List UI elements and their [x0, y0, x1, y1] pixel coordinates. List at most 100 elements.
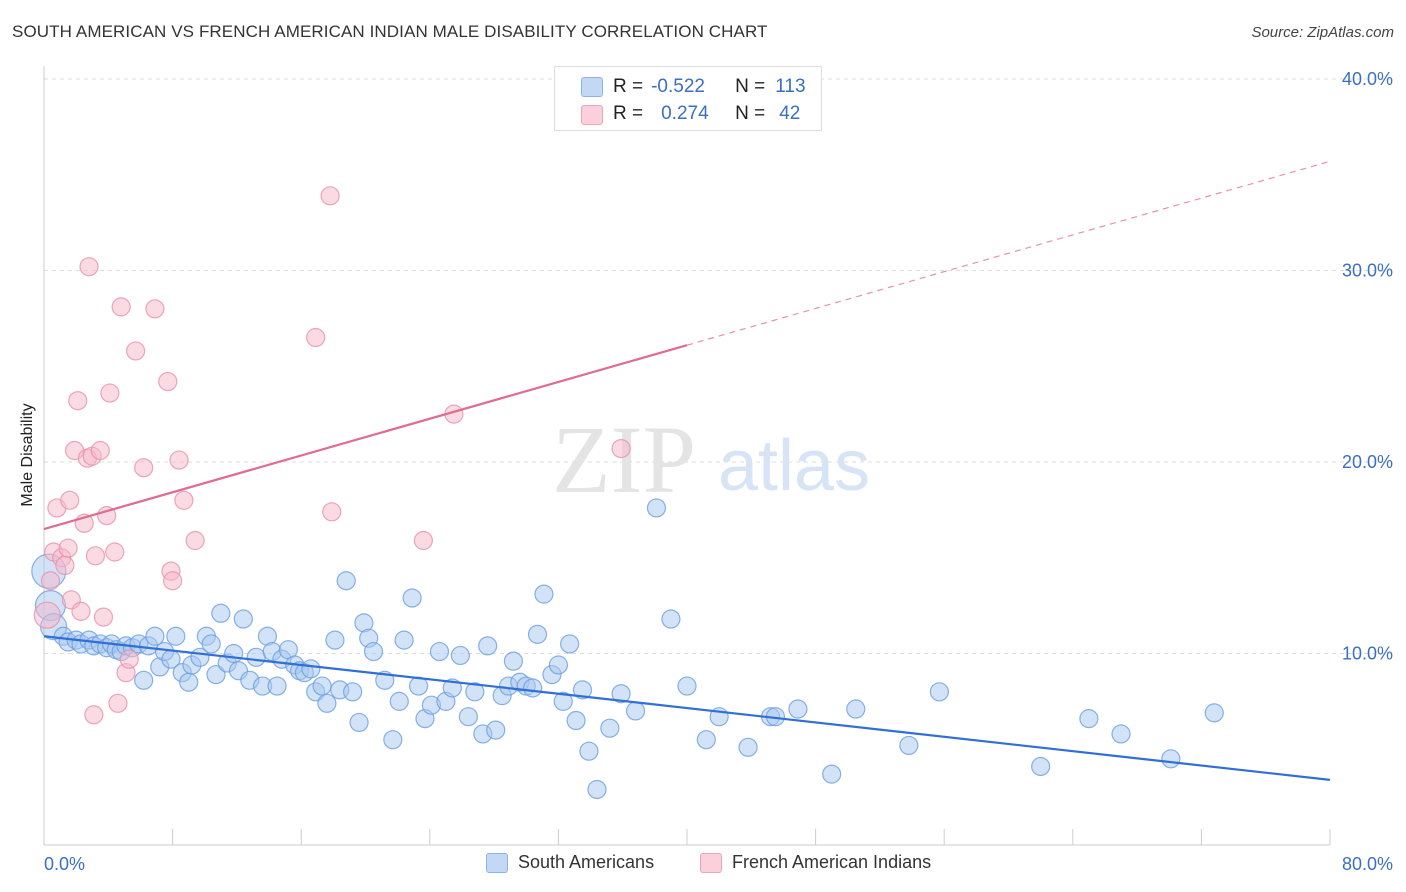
data-point — [534, 584, 554, 604]
legend-n-label: N = — [735, 76, 766, 97]
data-point — [1031, 756, 1051, 777]
series-south-americans — [31, 498, 1224, 800]
legend-row-french-american-indians: R = 0.274 N = 42 — [613, 102, 800, 126]
legend-n-value: 113 — [775, 76, 806, 97]
data-point — [611, 438, 631, 459]
data-point — [503, 651, 523, 671]
data-point — [661, 609, 681, 629]
legend-r-value: -0.522 — [651, 76, 705, 97]
data-point — [126, 341, 146, 361]
data-point — [100, 383, 120, 403]
data-point — [402, 588, 422, 608]
data-point — [169, 450, 189, 470]
trend-line-south-americans — [43, 635, 1331, 781]
bottom-legend-label: French American Indians — [732, 852, 932, 872]
data-point — [97, 506, 117, 526]
data-point — [343, 682, 363, 702]
legend-n-value: 42 — [779, 103, 801, 124]
data-point — [145, 299, 165, 319]
data-point — [55, 555, 75, 576]
data-point — [696, 730, 716, 750]
x-tick-label: 80.0% — [1342, 854, 1393, 874]
data-point — [394, 630, 414, 650]
data-point — [40, 571, 61, 591]
data-point — [206, 664, 226, 685]
data-point — [60, 490, 80, 510]
trend-line-extension — [686, 160, 1331, 346]
data-point — [325, 630, 345, 650]
bottom-legend-swatch — [486, 852, 508, 873]
data-point — [450, 645, 470, 666]
data-point — [587, 779, 607, 800]
legend-swatch-south-americans — [581, 77, 603, 97]
bottom-legend-label: South Americans — [518, 852, 655, 872]
data-point — [119, 649, 139, 669]
data-point — [317, 693, 337, 713]
bottom-legend-french-american-indians[interactable]: French American Indians — [700, 852, 931, 873]
data-point — [68, 391, 88, 411]
chart-title: SOUTH AMERICAN VS FRENCH AMERICAN INDIAN… — [12, 22, 768, 41]
trend-lines — [43, 160, 1331, 781]
data-point — [108, 693, 128, 713]
bottom-legend-south-americans[interactable]: South Americans — [486, 852, 654, 873]
data-point — [560, 634, 580, 654]
data-point — [389, 691, 409, 711]
grid — [44, 78, 1394, 654]
legend-swatch-french-american-indians — [581, 105, 603, 125]
correlation-legend: R = -0.522 N = 113 R = 0.274 N = 42 — [554, 66, 822, 131]
data-point — [158, 371, 178, 392]
data-point — [71, 601, 91, 621]
data-point — [322, 502, 342, 522]
data-point — [1111, 724, 1131, 744]
data-point — [899, 735, 919, 756]
y-tick-label: 20.0% — [1342, 452, 1393, 472]
data-point — [677, 676, 697, 696]
data-point — [111, 297, 131, 317]
legend-r-label: R = — [613, 103, 644, 124]
data-point — [211, 603, 231, 623]
axes — [43, 66, 1331, 846]
data-point — [1204, 703, 1224, 723]
y-tick-label: 40.0% — [1342, 69, 1393, 89]
data-point — [465, 682, 485, 702]
data-point — [527, 624, 548, 644]
legend-row-south-americans: R = -0.522 N = 113 — [613, 75, 806, 99]
data-point — [553, 691, 573, 711]
data-point — [58, 538, 78, 558]
data-point — [349, 712, 369, 733]
data-point — [788, 699, 808, 719]
x-tick-label: 0.0% — [44, 854, 85, 874]
data-point — [625, 701, 646, 721]
legend-r-value: 0.274 — [661, 103, 709, 124]
data-point — [611, 684, 631, 704]
data-point — [93, 607, 114, 627]
tick-labels: 10.0% 20.0% 30.0% 40.0% 0.0% 80.0% — [44, 69, 1393, 874]
data-point — [246, 647, 266, 667]
data-point — [413, 530, 433, 551]
data-point — [523, 678, 543, 698]
data-point — [79, 257, 99, 277]
watermark-atlas: atlas — [718, 426, 870, 506]
data-point — [134, 670, 154, 690]
y-tick-label: 30.0% — [1342, 261, 1393, 281]
data-point — [267, 676, 287, 696]
points-layer — [31, 186, 1224, 800]
data-point — [579, 741, 599, 761]
data-point — [738, 737, 758, 757]
data-point — [84, 705, 104, 725]
source-label[interactable]: Source: ZipAtlas.com — [1251, 24, 1394, 41]
data-point — [312, 676, 332, 696]
data-point — [646, 498, 667, 518]
legend-n-label: N = — [735, 103, 766, 124]
data-point — [486, 720, 506, 740]
data-point — [163, 571, 183, 591]
data-point — [846, 699, 866, 719]
data-point — [174, 490, 194, 510]
data-point — [134, 458, 154, 478]
data-point — [233, 609, 253, 629]
data-point — [1079, 709, 1099, 729]
data-point — [306, 327, 326, 348]
y-tick-label: 10.0% — [1342, 644, 1393, 664]
trend-line-french-american-indians — [43, 344, 688, 531]
data-point — [929, 682, 949, 702]
